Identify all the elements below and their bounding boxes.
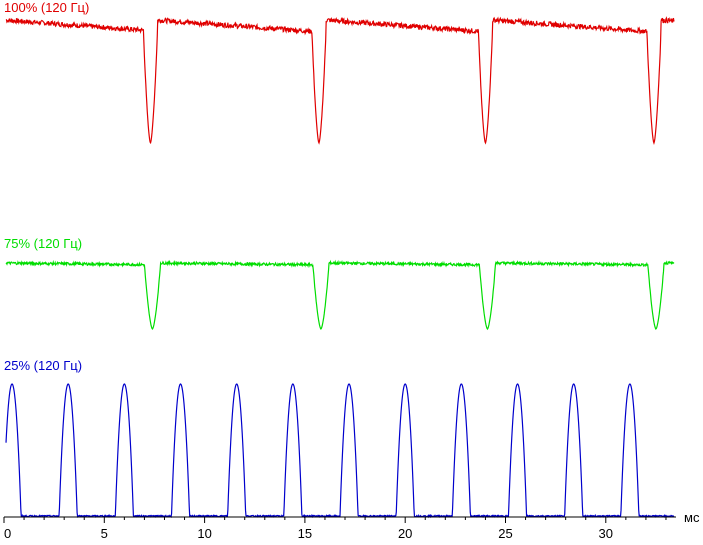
x-tick-label: 5 bbox=[101, 526, 108, 541]
x-tick-label: 10 bbox=[197, 526, 211, 541]
series-label-75: 75% (120 Гц) bbox=[4, 236, 83, 251]
series-label-100: 100% (120 Гц) bbox=[4, 0, 90, 15]
x-tick-label: 15 bbox=[298, 526, 312, 541]
series-line-1 bbox=[5, 259, 675, 331]
x-tick-label: 30 bbox=[599, 526, 613, 541]
x-axis-ticks: 0 5 10 15 20 25 30 bbox=[3, 517, 667, 541]
x-tick-label: 0 bbox=[4, 526, 11, 541]
series-line-2 bbox=[5, 383, 675, 519]
x-tick-label: 25 bbox=[498, 526, 512, 541]
traces-group bbox=[5, 16, 675, 519]
x-tick-label: 20 bbox=[398, 526, 412, 541]
series-line-0 bbox=[5, 16, 675, 145]
x-axis-unit: мс bbox=[684, 510, 700, 525]
x-axis: 0 5 10 15 20 25 30 мс bbox=[3, 510, 700, 541]
series-label-25: 25% (120 Гц) bbox=[4, 358, 83, 373]
